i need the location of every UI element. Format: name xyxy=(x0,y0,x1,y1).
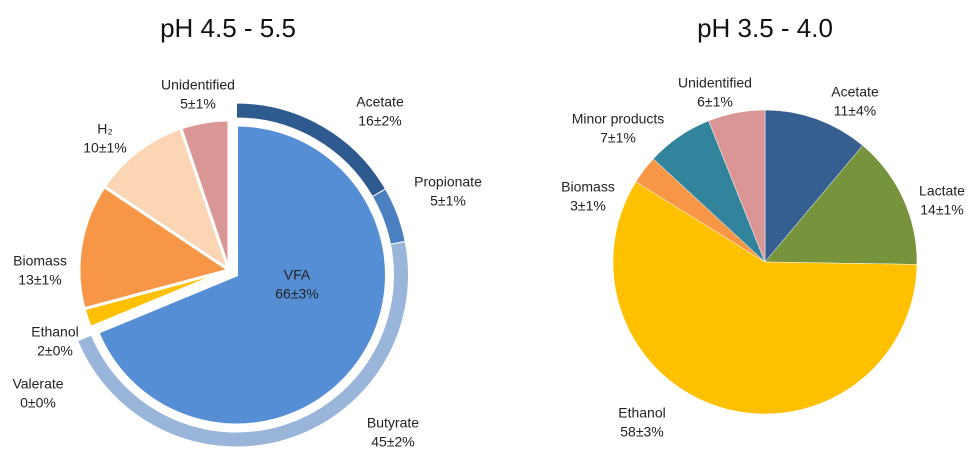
slice-label: Acetate xyxy=(356,94,404,110)
value-label: 6±1% xyxy=(697,94,733,110)
slice-label: H₂ xyxy=(97,121,113,137)
value-label: 16±2% xyxy=(358,113,402,129)
pie-slice xyxy=(95,123,388,427)
chart-title: pH 4.5 - 5.5 xyxy=(160,13,296,43)
slice-label: Ethanol xyxy=(31,324,78,340)
value-label: 13±1% xyxy=(18,272,62,288)
slice-label: Butyrate xyxy=(367,415,419,431)
value-label: 14±1% xyxy=(920,202,964,218)
slice-label: Valerate xyxy=(12,376,63,392)
pie-slice xyxy=(77,184,233,311)
slice-label: Biomass xyxy=(13,253,67,269)
slice-label: Acetate xyxy=(831,84,879,100)
pie-slice xyxy=(708,109,766,263)
slice-label: Biomass xyxy=(561,179,615,195)
pie-slice xyxy=(764,109,864,263)
slice-label: Propionate xyxy=(414,174,482,190)
ring-segment xyxy=(76,240,409,448)
slice-label: Unidentified xyxy=(161,77,235,93)
pie-slice xyxy=(764,145,918,265)
pie-slice xyxy=(612,181,918,415)
slice-label: Minor products xyxy=(572,111,665,127)
value-label: 5±1% xyxy=(430,193,466,209)
chart-title: pH 3.5 - 4.0 xyxy=(697,13,833,43)
value-label: 3±1% xyxy=(570,198,606,214)
value-label: 0±0% xyxy=(20,395,56,411)
value-label: 45±2% xyxy=(371,434,415,450)
value-label: 66±3% xyxy=(275,286,319,302)
slice-label: Lactate xyxy=(919,183,965,199)
value-label: 5±1% xyxy=(180,96,216,112)
slice-label: Unidentified xyxy=(678,75,752,91)
value-label: 7±1% xyxy=(600,130,636,146)
value-label: 58±3% xyxy=(620,424,664,440)
slice-label: Ethanol xyxy=(618,405,665,421)
pie-slice xyxy=(178,118,231,271)
value-label: 10±1% xyxy=(83,140,127,156)
value-label: 11±4% xyxy=(834,103,876,119)
slice-label: VFA xyxy=(284,267,311,283)
pie-slice xyxy=(102,126,232,274)
value-label: 2±0% xyxy=(37,343,73,359)
